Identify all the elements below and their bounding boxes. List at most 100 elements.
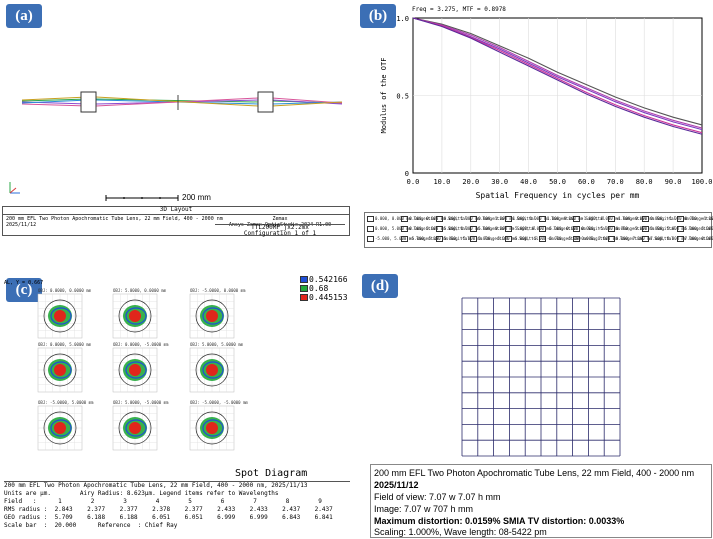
spot-cell [37, 347, 83, 393]
spot-cell [37, 293, 83, 339]
legend-label: 0.000, 7.000 mm Tangential [581, 236, 645, 241]
legend-swatch [642, 216, 650, 222]
legend-label: 0.000, 1.000 mm Sagittal [478, 216, 536, 221]
airy-circle [118, 353, 152, 387]
legend-swatch [504, 226, 512, 232]
spot-title: Spot Diagram [235, 468, 308, 479]
mtf-legend-item: 0.000, 7.000 mm Tangential [573, 236, 644, 242]
axis-triad-icon [9, 182, 20, 194]
distortion-grid [461, 297, 621, 457]
spot-cell [189, 347, 235, 393]
legend-label: 0.000, -1.000 mm Tangential [650, 216, 713, 221]
legend-swatch [470, 236, 478, 242]
mtf-legend-item: 7.000, 0.000 mm Sagittal [676, 236, 713, 242]
spot-red [129, 364, 141, 376]
legend-swatch [573, 236, 581, 242]
mtf-legend-item: 1.000, 0.000 mm Tangential [504, 216, 576, 222]
mtf-legend-item: 0.000, -1.000 mm Sagittal [676, 216, 713, 222]
ray-bundle [21, 95, 343, 110]
spot-field-label: OBJ: 5.0000, 5.0000 mm [190, 342, 243, 347]
x-tick-label: 70.0 [607, 178, 624, 186]
mtf-series-line-lower [412, 17, 703, 135]
mtf-legend-item: 0.000, 5.000 mm Tangential [367, 226, 438, 232]
y-axis-label: Modulus of the OTF [380, 58, 388, 134]
mtf-legend-item: 5.000, 5.000 mm Tangential [642, 226, 713, 232]
panel-c-label: (c) [6, 278, 42, 302]
distortion-scaling: Scaling: 1.000%, Wave length: 08-5422 pm [374, 527, 547, 537]
spot-info-line-3: Field : 1 2 3 4 5 6 7 8 9 [4, 498, 322, 505]
spot-field-label: OBJ: -5.0000, 0.0000 mm [190, 288, 246, 293]
legend-swatch [539, 226, 546, 232]
layout-company: Zemax Ansys Zemax OpticStudio 2024 R1.00 [228, 216, 332, 228]
mtf-series-line-upper [412, 17, 703, 126]
panel-d: (d) 200 mm EFL Two Photon Apochromatic T… [362, 270, 713, 539]
layout-3d-view [9, 91, 343, 201]
spot-red [54, 364, 66, 376]
spot-red [54, 422, 66, 434]
mtf-legend-item: -5.000, 0.000 mm Sagittal [539, 226, 607, 232]
spot-cell [112, 293, 158, 339]
spot-blue [125, 361, 147, 379]
x-tick-label: 10.0 [433, 178, 450, 186]
legend-swatch [367, 216, 374, 222]
legend-label: 0.000, 0.000 mm Tangential [375, 216, 438, 221]
x-tick-label: 60.0 [578, 178, 595, 186]
spot-field-label: OBJ: 5.0000, -5.0000 mm [113, 400, 169, 405]
spot-header: AL, Y = 0.667 [4, 280, 44, 286]
panel-c: (c) AL, Y = 0.667 0.542166 0.68 0.445153… [0, 268, 352, 539]
mtf-legend-item: 5.000, -5.000 mm Sagittal [470, 236, 538, 242]
spot-field-label: OBJ: 0.0000, -5.0000 mm [113, 342, 169, 347]
legend-label: 0.000, 7.000 mm Sagittal [615, 236, 674, 241]
legend-label: 5.000, -5.000 mm Sagittal [478, 236, 539, 241]
mtf-legend-item: 5.000, 0.000 mm Tangential [435, 226, 506, 232]
mtf-series-line-mid-1 [412, 17, 703, 129]
spot-red [54, 310, 66, 322]
legend-label: 1.000, 0.000 mm Tangential [512, 216, 576, 221]
spot-info-line-2: Units are µm. Airy Radius: 8.623µm. Lege… [4, 490, 279, 497]
spot-info-line-5: GEO radius : 5.709 6.188 6.188 6.051 6.0… [4, 514, 333, 521]
legend-swatch [401, 236, 409, 242]
airy-circle [43, 299, 77, 333]
spot-red [129, 310, 141, 322]
mtf-readout: Freq = 3.275, MTF = 0.8978 [412, 6, 506, 13]
panel-a-label: (a) [6, 4, 42, 28]
airy-circle [43, 411, 77, 445]
legend-swatch [607, 216, 615, 222]
legend-swatch [435, 236, 443, 242]
layout-file: TTL200MP_jx2.zmx Configuration 1 of 1 [215, 224, 345, 237]
mtf-legend-item: 0.000, 1.000 mm Sagittal [470, 216, 536, 222]
spot-cell [189, 293, 235, 339]
spot-info-line-4: RMS radius : 2.843 2.377 2.377 2.378 2.3… [4, 506, 333, 513]
spot-red [206, 422, 218, 434]
x-tick-label: 0.0 [407, 178, 420, 186]
legend-label: 7.000, 0.000 mm Sagittal [684, 236, 713, 241]
legend-label: 0.000, -5.000 mm Sagittal [615, 226, 677, 231]
wavelength-legend: 0.542166 0.68 0.445153 [300, 275, 348, 302]
mtf-legend-item: -5.000, -5.000 mm Sagittal [539, 236, 610, 242]
legend-swatch [573, 226, 581, 232]
mtf-legend: 0.000, 0.000 mm Tangential 0.000, 0.000 m… [364, 212, 713, 248]
legend-label: 1.000, 0.000 mm Sagittal [547, 216, 605, 221]
legend-swatch [642, 226, 650, 232]
spot-red [129, 422, 141, 434]
wavelength-item-2: 0.68 [300, 284, 348, 293]
lens-element-2 [257, 91, 274, 113]
legend-swatch [539, 236, 546, 242]
airy-circle [195, 299, 229, 333]
spot-blue [202, 307, 224, 325]
legend-label: 0.000, 5.000 mm Sagittal [409, 226, 468, 231]
mtf-series-line-mid-3 [412, 17, 703, 134]
distortion-image: Image: 7.07 w 707 h mm [374, 504, 474, 514]
distortion-fov: Field of view: 7.07 w 7.07 h mm [374, 492, 501, 502]
spot-blue [50, 419, 72, 437]
mtf-legend-item: -1.000, 0.000 mm Sagittal [607, 216, 676, 222]
x-tick-label: 40.0 [520, 178, 537, 186]
layout-title: 3D Layout [3, 206, 349, 215]
mtf-legend-item: 5.000, 5.000 mm Sagittal [676, 226, 713, 232]
spot-info-line-6: Scale bar : 20.000 Reference : Chief Ray [4, 522, 178, 529]
layout-description: 200 mm EFL Two Photon Apochromatic Tube … [6, 216, 223, 228]
spot-blue [50, 361, 72, 379]
spot-blue [202, 419, 224, 437]
legend-label: 7.000, 0.000 mm Tangential [650, 236, 713, 241]
mtf-legend-item: 1.000, 0.000 mm Sagittal [539, 216, 605, 222]
